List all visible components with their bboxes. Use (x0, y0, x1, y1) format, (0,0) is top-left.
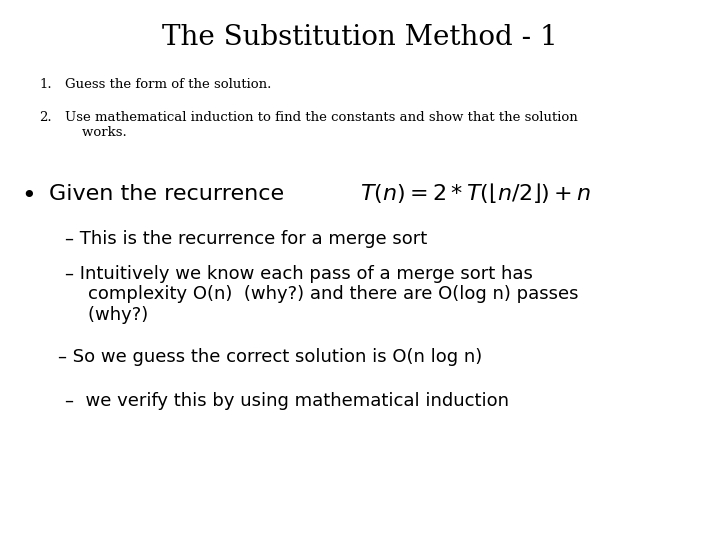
Text: Guess the form of the solution.: Guess the form of the solution. (65, 78, 271, 91)
Text: Use mathematical induction to find the constants and show that the solution
    : Use mathematical induction to find the c… (65, 111, 577, 139)
Text: The Substitution Method - 1: The Substitution Method - 1 (162, 24, 558, 51)
Text: Given the recurrence: Given the recurrence (49, 184, 284, 204)
Text: – So we guess the correct solution is O(n log n): – So we guess the correct solution is O(… (58, 348, 482, 366)
Text: –  we verify this by using mathematical induction: – we verify this by using mathematical i… (65, 392, 509, 409)
Text: – Intuitively we know each pass of a merge sort has
    complexity O(n)  (why?) : – Intuitively we know each pass of a mer… (65, 265, 578, 324)
Text: 2.: 2. (40, 111, 53, 124)
Text: – This is the recurrence for a merge sort: – This is the recurrence for a merge sor… (65, 230, 427, 247)
Text: $T(n) = 2 * T(\lfloor n/2 \rfloor) + n$: $T(n) = 2 * T(\lfloor n/2 \rfloor) + n$ (360, 181, 592, 205)
Text: •: • (22, 184, 36, 207)
Text: 1.: 1. (40, 78, 53, 91)
